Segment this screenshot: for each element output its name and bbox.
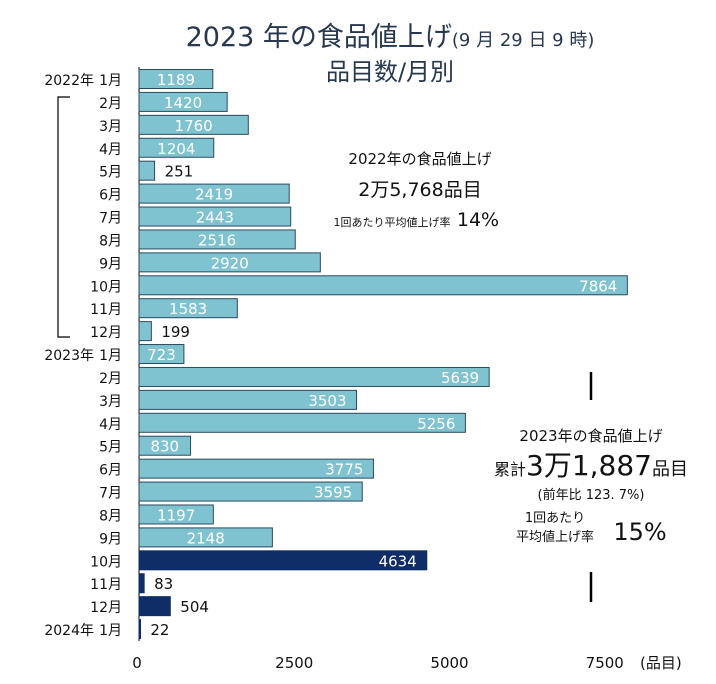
bar: [138, 69, 214, 89]
bar: [138, 619, 141, 640]
year-label: 2023年: [44, 348, 94, 364]
month-label: 1月: [99, 623, 122, 639]
bar: [138, 252, 321, 273]
data-label: 2516: [198, 231, 236, 249]
data-label: 504: [180, 598, 209, 616]
annotation-2023-total: 累計3万1,887品目: [494, 449, 688, 482]
annotation-2023-rate-label-1: 1回あたり: [525, 511, 585, 526]
data-label: 7864: [579, 277, 617, 295]
data-label: 1204: [157, 140, 195, 158]
month-label: 7月: [99, 211, 122, 227]
bar: [138, 527, 273, 548]
month-label: 1月: [99, 73, 122, 89]
month-label: 4月: [99, 142, 122, 158]
annotation-2023-rate-label-2: 平均値上げ率: [516, 529, 594, 545]
data-label: 3503: [308, 392, 346, 410]
data-label: 5256: [417, 415, 455, 433]
data-label: 1189: [157, 71, 195, 89]
data-label: 830: [150, 438, 179, 456]
bar: [138, 596, 171, 617]
month-label: 7月: [99, 486, 122, 502]
month-label: 12月: [90, 325, 122, 341]
data-label: 723: [147, 346, 176, 364]
annotation-2023-rate: 15%: [613, 518, 666, 546]
bar: [138, 344, 185, 365]
month-label: 2月: [99, 96, 122, 112]
bar: [138, 550, 428, 571]
bar: [138, 91, 228, 112]
annotation-2022-rate-label: 1回あたり平均値上げ率: [334, 215, 451, 229]
bar: [138, 298, 238, 319]
chart-title: 2023 年の食品値上げ(9 月 29 日 9 時): [186, 22, 595, 53]
data-label: 1583: [169, 300, 207, 318]
month-label: 5月: [99, 165, 122, 181]
month-label: 9月: [99, 256, 122, 272]
x-tick-label: 7500: [586, 654, 624, 672]
month-label: 9月: [99, 531, 122, 547]
bar: [138, 573, 145, 594]
bar: [138, 206, 292, 227]
bar: [138, 481, 363, 502]
data-label: 2148: [187, 529, 225, 547]
annotation-2023-title: 2023年の食品値上げ: [519, 427, 662, 445]
year-2022-bracket: [57, 96, 70, 338]
bar: [138, 137, 215, 158]
data-label: 251: [165, 163, 194, 181]
data-label: 22: [150, 621, 169, 639]
data-label: 3595: [314, 484, 352, 502]
month-label: 3月: [99, 394, 122, 410]
data-label: 83: [154, 575, 173, 593]
annotation-2022-title: 2022年の食品値上げ: [348, 150, 491, 168]
bar: [138, 366, 490, 387]
bar: [138, 275, 628, 296]
month-label: 12月: [90, 600, 122, 616]
bar: [138, 389, 358, 410]
month-label: 3月: [99, 119, 122, 135]
month-label: 8月: [99, 508, 122, 524]
x-tick-label: 0: [132, 654, 142, 672]
data-label: 2419: [195, 186, 233, 204]
month-label: 11月: [90, 577, 122, 593]
year-label: 2024年: [44, 623, 94, 639]
bar: [138, 114, 249, 135]
month-label: 10月: [90, 554, 122, 570]
x-tick-label: 2500: [275, 654, 313, 672]
data-label: 199: [161, 323, 190, 341]
data-label: 5639: [441, 369, 479, 387]
bar: [138, 435, 192, 456]
bar: [138, 458, 374, 479]
bar: [138, 321, 152, 342]
data-label: 1420: [164, 94, 202, 112]
data-label: 1197: [157, 506, 195, 524]
data-label: 4634: [379, 552, 417, 570]
month-label: 4月: [99, 417, 122, 433]
month-label: 10月: [90, 279, 122, 295]
year-label: 2022年: [44, 73, 94, 89]
data-label: 3775: [325, 461, 363, 479]
month-label: 6月: [99, 188, 122, 204]
chart-subtitle: 品目数/月別: [326, 58, 454, 86]
annotation-2022-total: 2万5,768品目: [358, 179, 481, 201]
month-label: 2月: [99, 371, 122, 387]
bar: [138, 183, 290, 204]
data-label: 2443: [196, 209, 234, 227]
annotation-2023-yoy: (前年比 123. 7%): [538, 487, 645, 503]
annotation-2022-rate: 14%: [457, 209, 499, 231]
month-label: 8月: [99, 233, 122, 249]
x-tick-label: 5000: [430, 654, 468, 672]
bar: [138, 229, 296, 250]
data-label: 2920: [211, 254, 249, 272]
bar: [138, 160, 156, 181]
month-label: 6月: [99, 463, 122, 479]
month-label: 1月: [99, 348, 122, 364]
bar: [138, 504, 214, 525]
bar: [138, 412, 466, 433]
x-axis-unit: (品目): [640, 654, 682, 672]
month-label: 11月: [90, 302, 122, 318]
data-label: 1760: [175, 117, 213, 135]
month-label: 5月: [99, 440, 122, 456]
